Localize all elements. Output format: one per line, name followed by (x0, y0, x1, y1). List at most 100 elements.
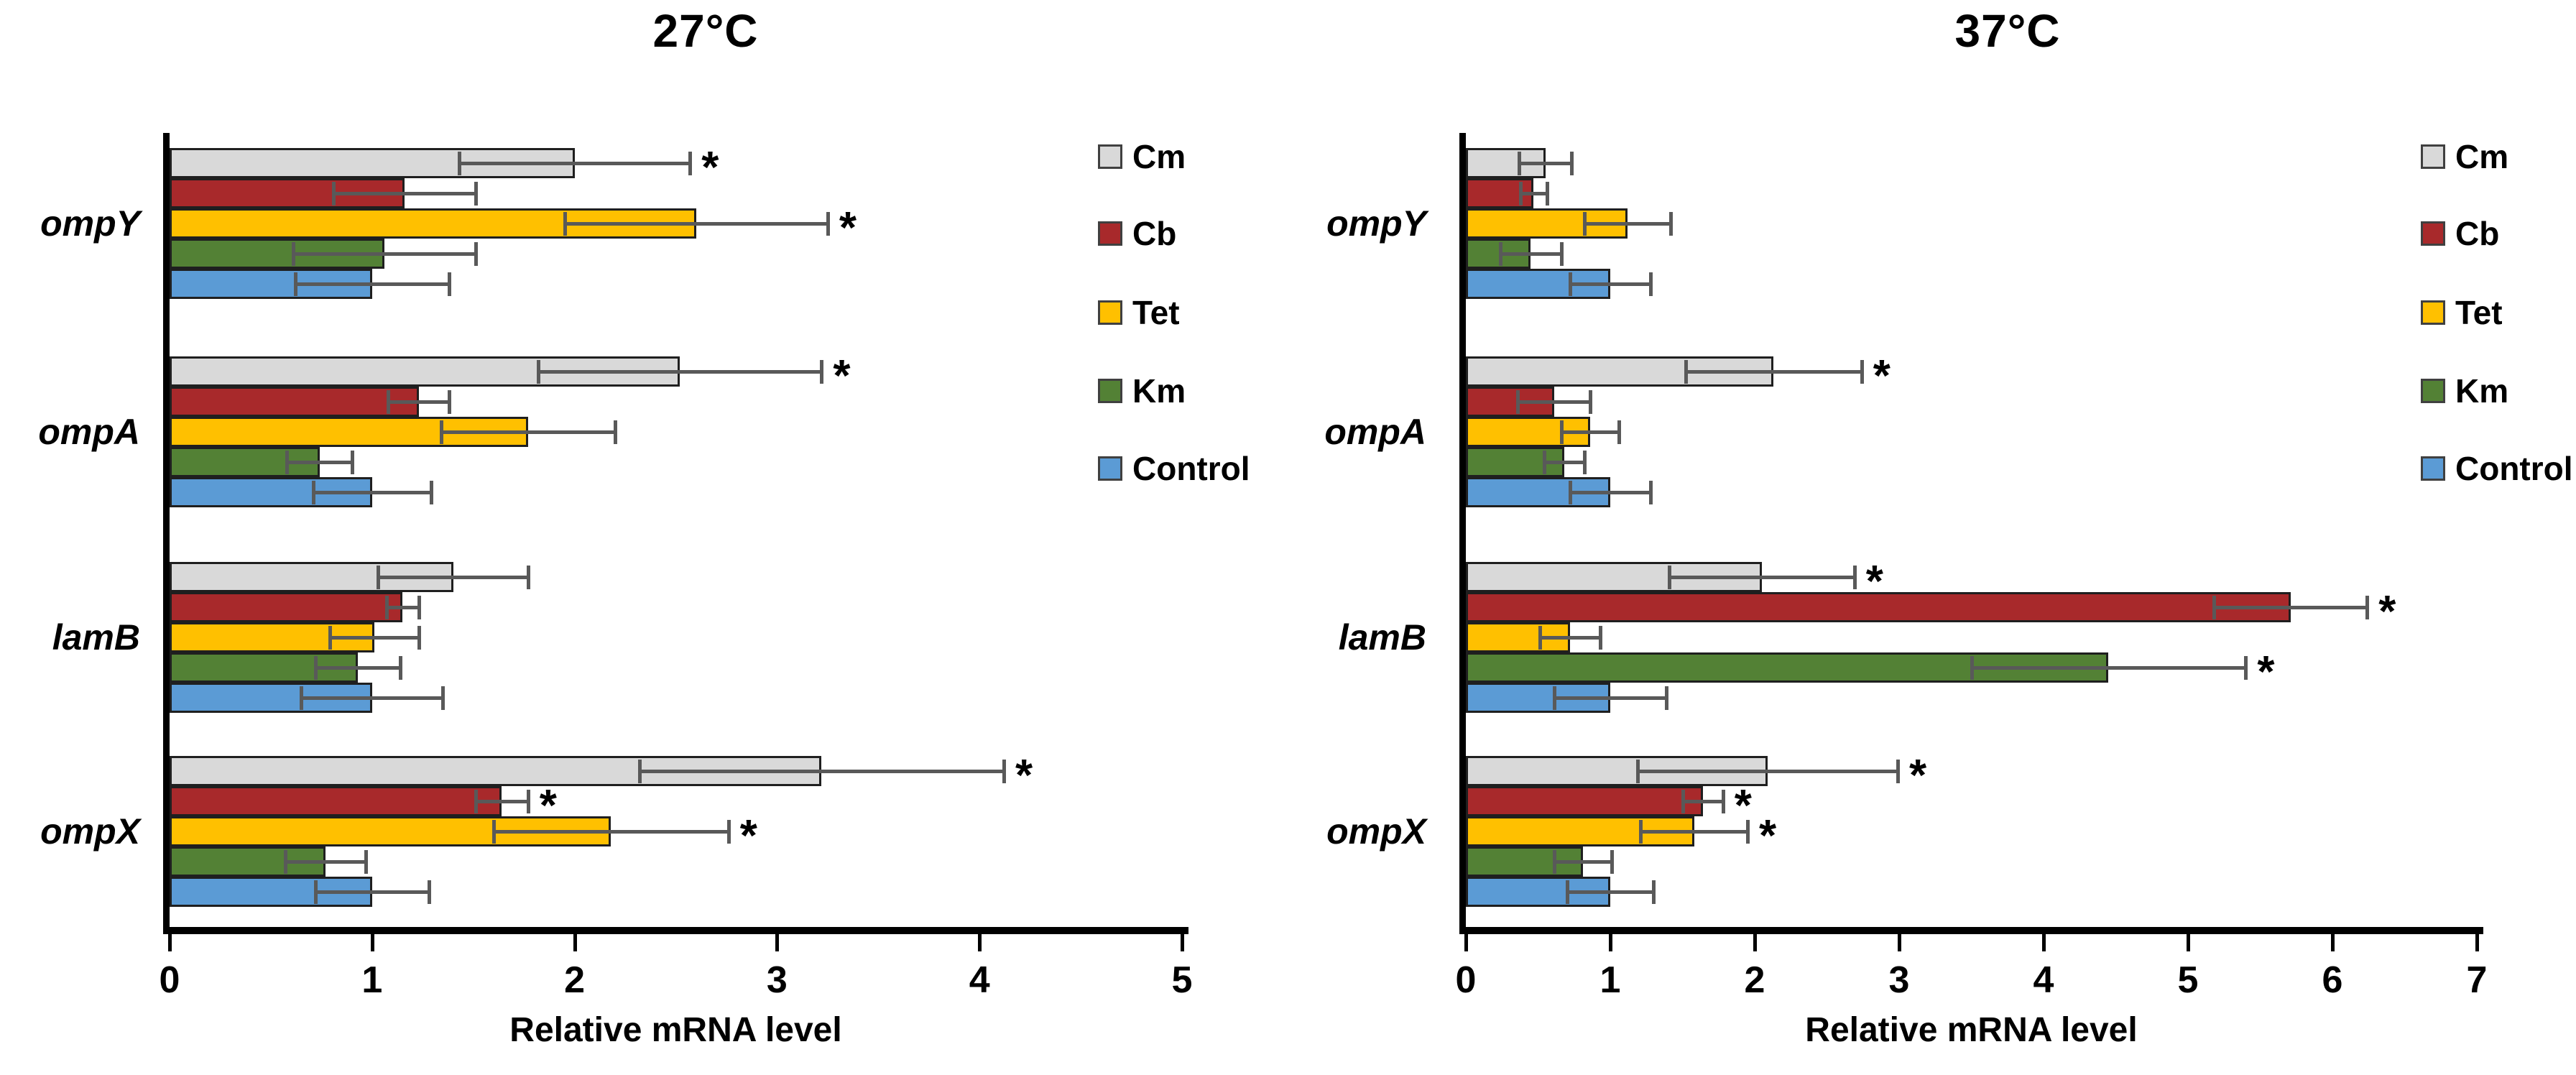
error-bar-cap (820, 360, 824, 384)
error-bar-cap (1745, 820, 1750, 844)
error-bar (537, 370, 822, 374)
significance-marker: * (1015, 751, 1033, 801)
error-bar (1500, 252, 1561, 256)
legend-swatch-Cm (1098, 144, 1122, 169)
legend-swatch-Cb (1098, 221, 1122, 246)
x-axis-tick (1609, 927, 1612, 951)
y-axis-line (1459, 133, 1466, 934)
error-bar-cap (1681, 790, 1685, 813)
significance-marker: * (701, 143, 719, 193)
x-axis-tick (2475, 927, 2479, 951)
error-bar (386, 606, 419, 609)
x-axis-tick (775, 927, 780, 951)
x-axis-label: Relative mRNA level (509, 1011, 842, 1049)
bar-Cb-ompX (1466, 786, 1703, 816)
bar-Tet-lamB (1466, 622, 1570, 652)
error-bar-cap (1617, 420, 1622, 444)
category-label-ompX: ompX (40, 811, 140, 852)
category-label-ompX: ompX (1326, 811, 1426, 852)
category-label-ompY: ompY (1326, 203, 1426, 244)
x-tick-label: 3 (766, 959, 788, 1001)
error-bar-cap (1559, 420, 1564, 444)
error-bar-cap (1852, 566, 1857, 589)
error-bar-cap (474, 790, 478, 813)
error-bar (329, 636, 419, 640)
error-bar-cap (1002, 760, 1007, 783)
error-bar (301, 696, 443, 700)
error-bar-cap (1582, 212, 1587, 236)
error-bar (475, 800, 528, 803)
error-bar (1519, 162, 1571, 165)
x-tick-label: 3 (1888, 959, 1910, 1001)
error-bar (1543, 461, 1584, 464)
legend-swatch-Control (2421, 456, 2445, 481)
legend-swatch-Tet (1098, 300, 1122, 325)
chart-title: 27°C (652, 5, 759, 57)
error-bar-cap (1545, 182, 1549, 206)
category-label-lamB: lamB (1338, 617, 1426, 658)
error-bar-cap (1896, 760, 1900, 783)
error-bar-cap (1559, 242, 1564, 266)
error-bar (440, 430, 615, 434)
error-bar-cap (1542, 451, 1546, 474)
error-bar-cap (313, 880, 318, 904)
bar-Km-ompY (1466, 239, 1531, 269)
error-bar-cap (1668, 566, 1672, 589)
error-bar-cap (2365, 596, 2370, 619)
legend-swatch-Control (1098, 456, 1122, 481)
error-bar-cap (1569, 152, 1574, 175)
error-bar-cap (283, 850, 287, 874)
x-tick-label: 6 (2322, 959, 2343, 1001)
error-bar (1561, 430, 1620, 434)
error-bar-cap (364, 850, 369, 874)
error-bar-cap (1721, 790, 1725, 813)
legend-swatch-Tet (2421, 300, 2445, 325)
error-bar-cap (526, 790, 530, 813)
error-bar-cap (536, 360, 540, 384)
x-axis-label: Relative mRNA level (1805, 1011, 2138, 1049)
error-bar-cap (328, 626, 332, 650)
significance-marker: * (2378, 587, 2396, 637)
error-bar-cap (399, 656, 403, 680)
error-bar-cap (613, 420, 617, 444)
error-bar-cap (1552, 850, 1556, 874)
error-bar (315, 890, 429, 894)
x-tick-label: 0 (159, 959, 180, 1001)
error-bar (292, 252, 476, 256)
error-bar-cap (1669, 212, 1674, 236)
y-axis-line (163, 133, 170, 934)
error-bar-cap (1552, 686, 1556, 710)
bar-Cb-lamB (170, 592, 403, 622)
error-bar (564, 222, 828, 226)
category-label-ompA: ompA (1324, 412, 1426, 452)
legend-label-Cb: Cb (1132, 215, 1177, 252)
error-bar-cap (291, 242, 295, 266)
category-label-ompA: ompA (38, 412, 140, 452)
x-axis-tick (2331, 927, 2335, 951)
error-bar (1520, 192, 1547, 195)
x-tick-label: 5 (1171, 959, 1193, 1001)
chart-title: 37°C (1954, 5, 2061, 57)
error-bar (1566, 890, 1654, 894)
error-bar (1539, 636, 1600, 640)
error-bar-cap (1588, 390, 1592, 414)
significance-marker: * (1758, 811, 1777, 861)
error-bar-cap (1582, 451, 1587, 474)
error-bar (639, 770, 1004, 773)
x-tick-label: 1 (1599, 959, 1621, 1001)
error-bar-cap (1665, 686, 1669, 710)
x-tick-label: 5 (2177, 959, 2199, 1001)
error-bar-cap (1499, 242, 1503, 266)
significance-marker: * (1908, 751, 1927, 801)
error-bar (1638, 770, 1898, 773)
error-bar (1584, 222, 1671, 226)
error-bar-cap (1538, 626, 1542, 650)
x-axis-tick (168, 927, 172, 951)
x-axis-tick (1898, 927, 1901, 951)
error-bar-cap (2212, 596, 2217, 619)
error-bar-cap (300, 686, 304, 710)
error-bar-cap (526, 566, 530, 589)
error-bar (315, 666, 401, 670)
